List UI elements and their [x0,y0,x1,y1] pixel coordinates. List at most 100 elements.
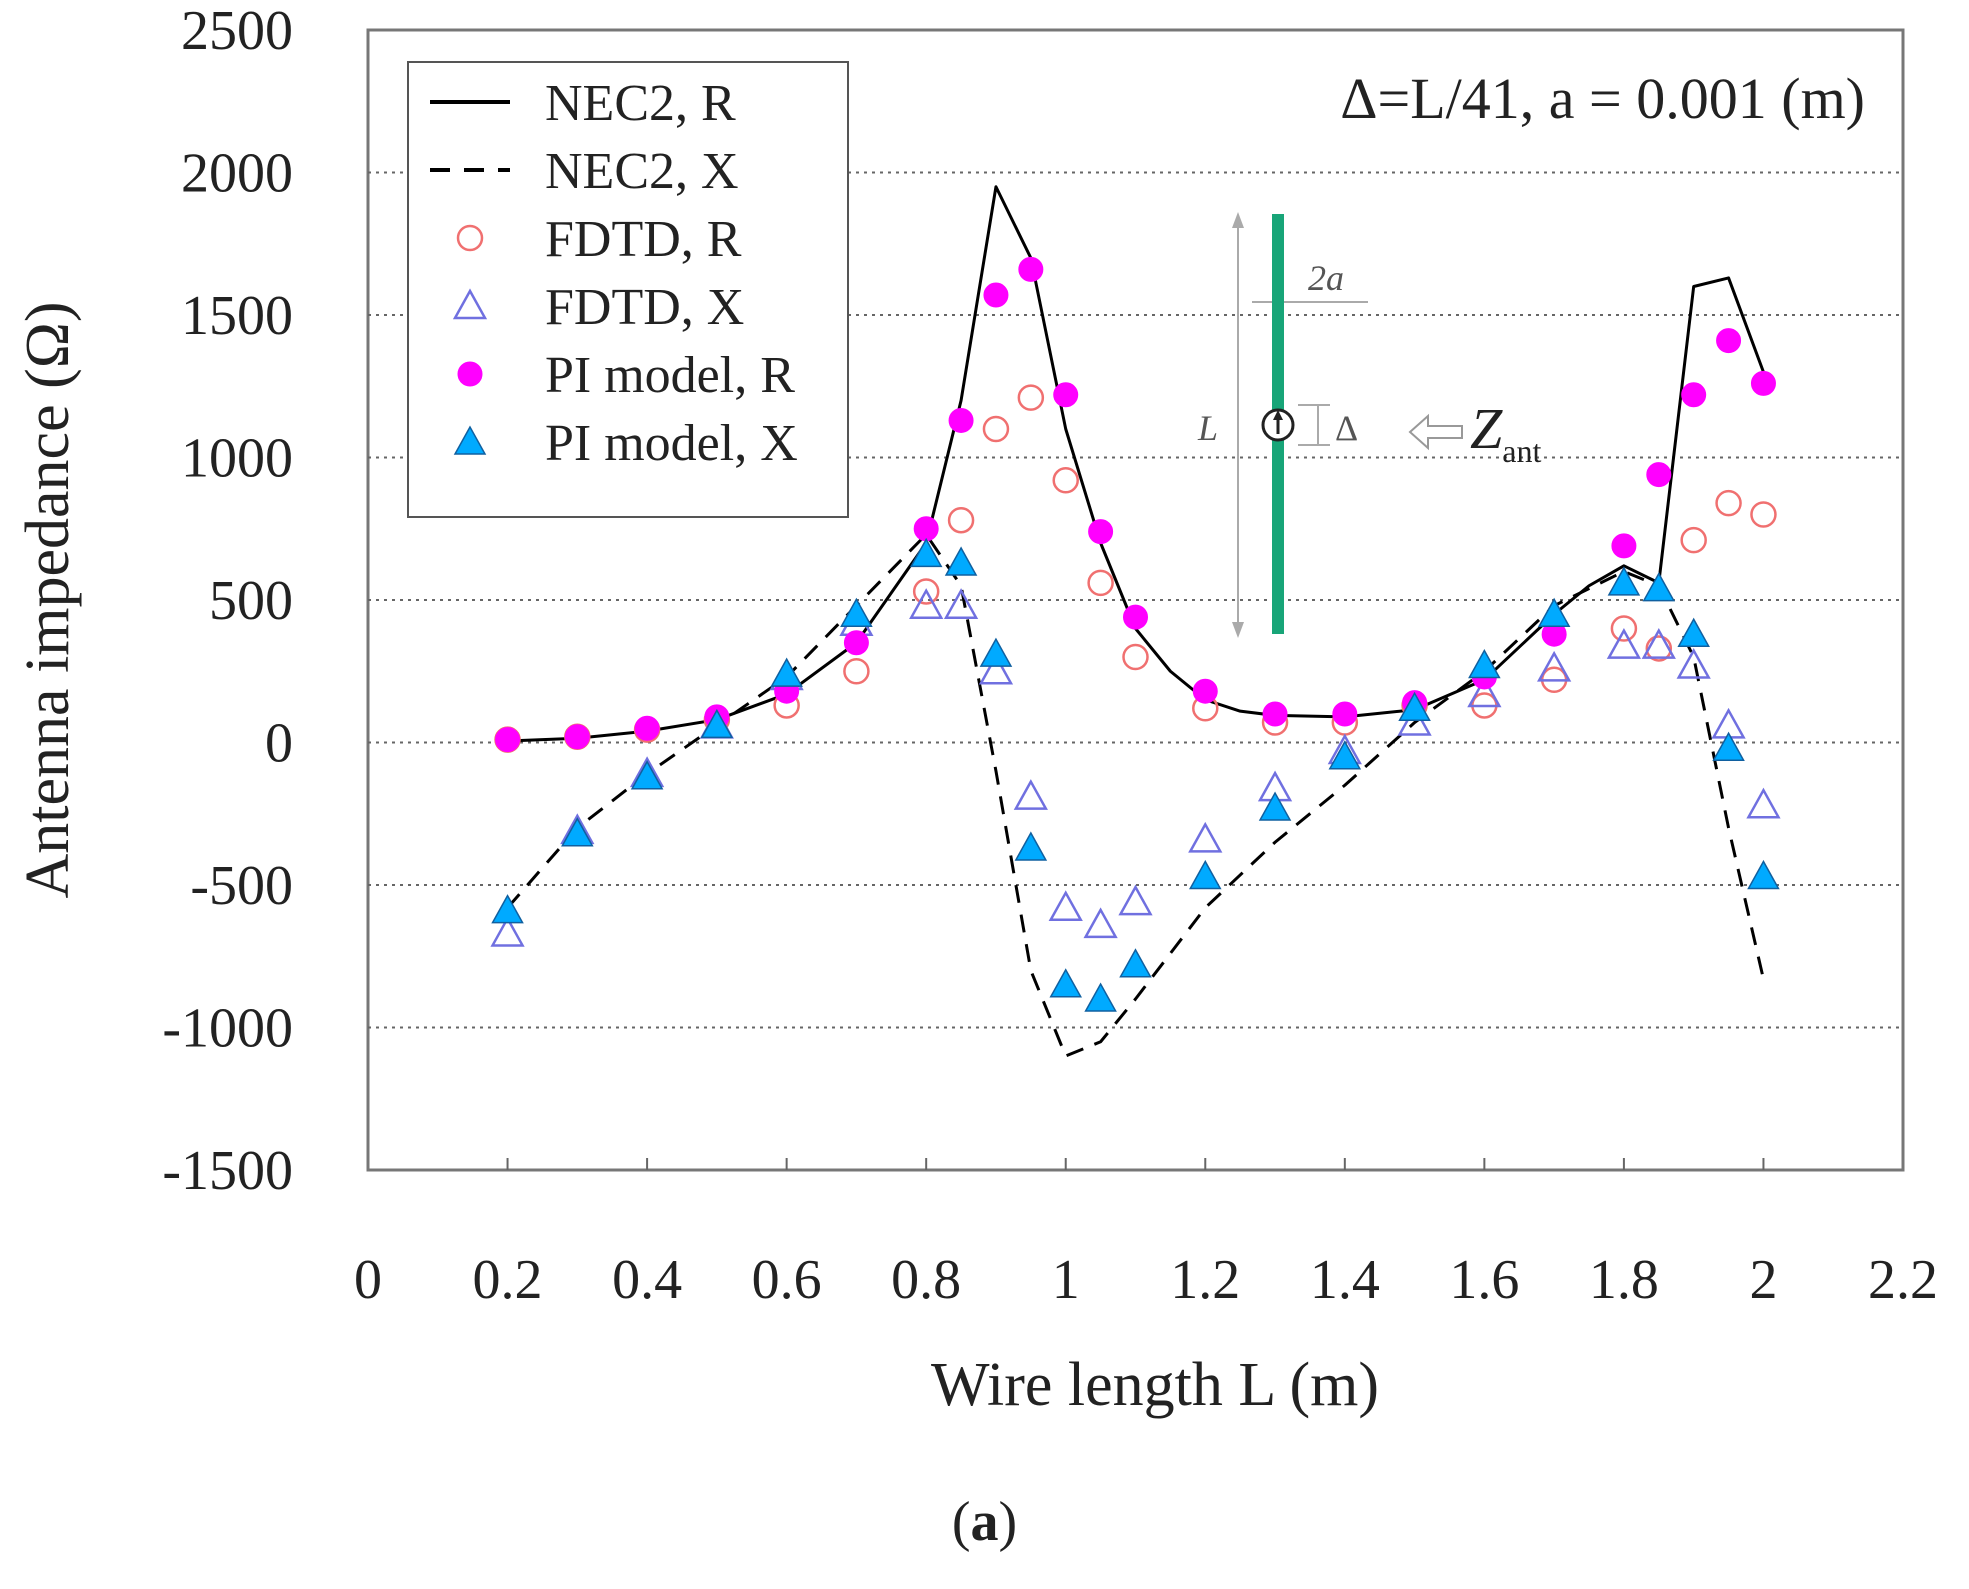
x-tick-label: 2 [1749,1249,1777,1311]
data-point [1398,691,1431,722]
radius-label: 2a [1308,258,1344,298]
legend-entry: PI model, X [453,415,798,472]
data-point [1537,650,1572,682]
data-point [700,708,734,739]
data-point [1083,907,1118,939]
x-axis-title: Wire length L (m) [931,1351,1379,1419]
data-point [947,506,975,534]
legend-label: NEC2, R [545,75,736,132]
legend-label: NEC2, X [545,143,739,200]
data-point [909,588,944,619]
legend: NEC2, R NEC2, X FDTD, R FDTD, X PI model, R P… [407,61,849,518]
x-tick-label: 0.8 [891,1249,961,1311]
data-point [1537,597,1571,627]
dipole-inset: 2a L Δ Zant [1197,212,1541,638]
data-point [1088,519,1114,545]
data-point [1641,628,1676,659]
data-point [1258,791,1292,821]
y-tick-label: 1500 [181,285,293,347]
series-nec2-x [506,532,1765,1058]
data-point [1611,533,1637,559]
legend-entry: FDTD, R [456,211,742,268]
data-point [1747,859,1780,890]
legend-swatch [457,361,483,387]
data-point [943,588,979,619]
y-tick-label: 2500 [181,0,293,62]
y-axis-title: Antenna impedance (Ω) [14,302,82,899]
legend-swatch [452,288,488,320]
y-tick-label: 0 [265,713,293,775]
data-point [770,657,803,687]
legend-entry: NEC2, X [430,143,739,200]
data-point [1716,328,1742,354]
legend-entry: PI model, R [457,347,795,404]
series-line [506,532,1765,1058]
data-point [1750,370,1776,396]
y-tick-label: -1000 [162,998,293,1060]
legend-entry: NEC2, R [430,75,736,132]
data-point [490,915,525,947]
data-point [1746,787,1781,819]
data-point [1607,566,1641,596]
data-point [491,894,524,924]
legend-entry: FDTD, X [452,279,744,336]
legend-label: FDTD, R [545,211,742,268]
y-tick-label: -1500 [162,1140,293,1202]
data-point [979,637,1013,667]
legend-box [407,61,849,518]
data-point [1084,982,1117,1012]
data-point [1087,569,1114,597]
data-point [495,727,521,753]
data-point [1262,701,1288,727]
x-tick-label: 1 [1052,1249,1080,1311]
data-point [843,630,869,656]
x-tick-label: 1.8 [1589,1249,1659,1311]
data-point [1049,968,1083,998]
data-point [1642,572,1676,602]
data-point [1122,643,1149,671]
legend-label: FDTD, X [545,279,744,336]
data-point [564,724,590,750]
data-point [1048,890,1083,922]
x-tick-label: 0.6 [752,1249,822,1311]
y-tick-labels: 2500 2000 1500 1000 500 0 -500 -1000 -1500 [162,0,293,1202]
series-nec2-r [507,185,1765,743]
x-tick-label: 0.2 [473,1249,543,1311]
data-point [1014,831,1048,861]
x-tick-label: 2.2 [1868,1249,1938,1311]
data-point [1680,526,1707,554]
x-tick-labels: 0 0.2 0.4 0.6 0.8 1 1.2 1.4 1.6 1.8 2 2.2 [354,1158,1938,1311]
series-layer [490,185,1781,1058]
data-point [843,658,870,685]
data-point [1715,489,1742,517]
data-point [1188,821,1223,853]
data-point [1467,676,1502,708]
y-tick-label: -500 [190,855,293,917]
data-point [1013,779,1048,810]
figure-caption: (a) [951,1491,1018,1553]
legend-label: PI model, R [545,347,795,404]
x-tick-label: 0 [354,1249,382,1311]
x-tick-label: 1.2 [1170,1249,1240,1311]
impedance-label: Zant [1470,396,1541,469]
x-tick-label: 0.4 [612,1249,682,1311]
data-point [1052,467,1079,494]
legend-label: PI model, X [545,415,798,472]
parameter-annotation: Δ=L/41, a = 0.001 (m) [1340,66,1865,131]
data-point [1606,628,1642,659]
length-label: L [1197,408,1218,448]
data-point [1750,501,1777,528]
data-point [1332,701,1358,727]
y-tick-label: 1000 [181,428,293,490]
data-point [912,578,940,605]
data-point [978,653,1014,685]
data-point [982,415,1010,443]
series-pi-model-r [495,256,1776,753]
data-point [1188,859,1222,890]
data-point [1646,462,1672,488]
data-point [909,537,943,568]
data-point [944,546,978,576]
data-point [1610,615,1638,642]
data-point [1681,382,1707,408]
data-point [840,597,873,627]
